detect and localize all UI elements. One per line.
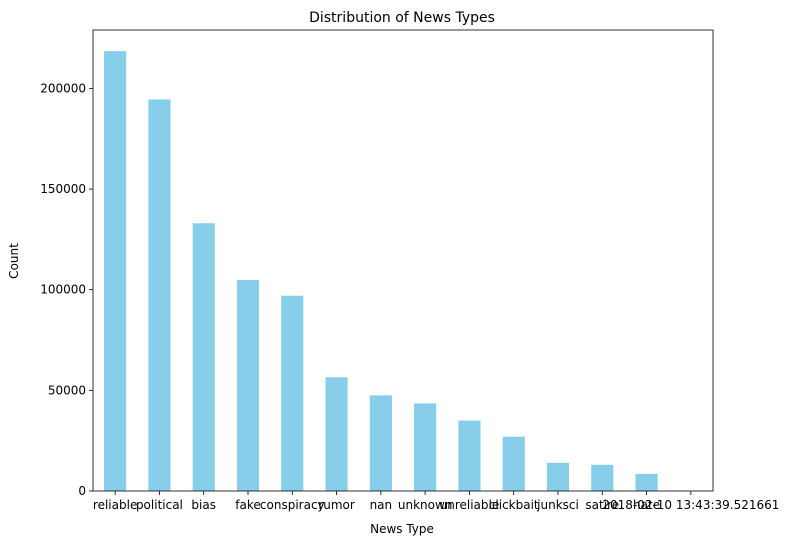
x-tick-label: bias [191,498,216,512]
x-tick-label: rumor [318,498,355,512]
x-tick-label: fake [235,498,260,512]
x-tick-label: reliable [93,498,137,512]
x-tick-label: conspiracy [260,498,325,512]
x-tick-label: clickbait [489,498,539,512]
y-tick-label: 100000 [40,283,86,297]
x-axis-label: News Type [370,522,434,536]
x-tick-label: unreliable [440,498,500,512]
bar-bias [192,223,215,491]
bar-political [148,99,171,491]
x-tick-label: political [136,498,183,512]
bar-clickbait [502,436,525,491]
x-tick-label: junksci [536,498,579,512]
plot-area: 0 50000 100000 150000 200000 reliablepolitica… [40,29,779,512]
y-tick-label: 50000 [48,383,86,397]
x-tick-label: 2018-02-10 13:43:39.521661 [602,498,779,512]
bar-unreliable [458,420,481,491]
bar-junksci [546,462,570,491]
plot-frame [92,29,714,492]
bar-conspiracy [281,295,304,491]
x-tick-label: satire [585,498,619,512]
y-tick-label: 0 [78,484,86,498]
bar-satire [591,464,614,491]
bar-nan [369,395,392,491]
y-axis-label: Count [7,243,21,279]
x-tick-label: hate [633,498,660,512]
bar-rumor [325,377,348,491]
bar-hate [635,473,658,491]
bar-unknown [414,403,437,491]
y-tick-label: 150000 [40,182,86,196]
bar-reliable [104,51,127,491]
bar-fake [236,280,260,491]
x-tick-label: unknown [398,498,453,512]
y-tick-label: 200000 [40,81,86,95]
x-tick-label: nan [370,498,393,512]
chart-title: Distribution of News Types [309,10,495,26]
